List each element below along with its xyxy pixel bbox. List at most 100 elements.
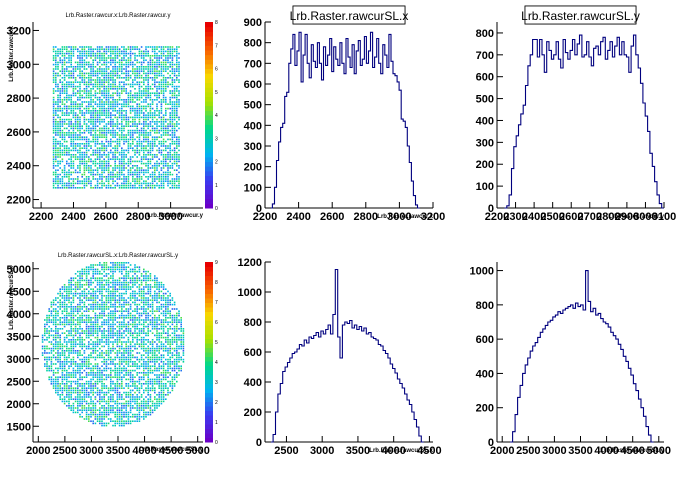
heatmap-cell [75, 277, 77, 279]
heatmap-cell [99, 299, 101, 301]
heatmap-cell [64, 136, 66, 138]
heatmap-cell [152, 101, 154, 103]
heatmap-cell [110, 84, 112, 86]
heatmap-cell [119, 317, 121, 319]
heatmap-cell [101, 46, 103, 48]
heatmap-cell [121, 381, 123, 383]
color-bar-segment [205, 110, 213, 115]
heatmap-cell [136, 147, 138, 149]
heatmap-cell [110, 97, 112, 99]
heatmap-cell [169, 62, 171, 64]
heatmap-cell [101, 365, 103, 367]
heatmap-cell [59, 321, 61, 323]
heatmap-cell [139, 130, 141, 132]
heatmap-cell [165, 77, 167, 79]
heatmap-cell [110, 405, 112, 407]
heatmap-cell [70, 396, 72, 398]
heatmap-cell [114, 136, 116, 138]
heatmap-cell [125, 308, 127, 310]
heatmap-cell [86, 390, 88, 392]
heatmap-cell [53, 112, 55, 114]
heatmap-cell [95, 396, 97, 398]
heatmap-cell [136, 106, 138, 108]
heatmap-cell [88, 90, 90, 92]
heatmap-cell [130, 163, 132, 165]
heatmap-cell [150, 57, 152, 59]
heatmap-cell [99, 147, 101, 149]
heatmap-cell [59, 337, 61, 339]
heatmap-cell [59, 348, 61, 350]
heatmap-cell [128, 79, 130, 81]
heatmap-cell [86, 288, 88, 290]
heatmap-cell [101, 178, 103, 180]
heatmap-cell [117, 280, 119, 282]
heatmap-cell [132, 108, 134, 110]
heatmap-cell [73, 297, 75, 299]
heatmap-cell [73, 280, 75, 282]
heatmap-cell [97, 418, 99, 420]
heatmap-cell [53, 90, 55, 92]
heatmap-cell [97, 416, 99, 418]
heatmap-cell [88, 293, 90, 295]
heatmap-cell [68, 280, 70, 282]
heatmap-cell [117, 150, 119, 152]
heatmap-cell [123, 425, 125, 427]
heatmap-cell [73, 92, 75, 94]
heatmap-cell [53, 108, 55, 110]
heatmap-cell [158, 141, 160, 143]
heatmap-cell [95, 383, 97, 385]
heatmap-cell [92, 176, 94, 178]
heatmap-cell [152, 46, 154, 48]
heatmap-cell [119, 48, 121, 50]
heatmap-cell [106, 75, 108, 77]
heatmap-cell [79, 70, 81, 72]
heatmap-cell [92, 119, 94, 121]
heatmap-cell [97, 374, 99, 376]
heatmap-cell [119, 372, 121, 374]
heatmap-cell [53, 317, 55, 319]
heatmap-cell [75, 123, 77, 125]
heatmap-cell [147, 143, 149, 145]
heatmap-cell [136, 136, 138, 138]
heatmap-cell [110, 266, 112, 268]
heatmap-cell [84, 59, 86, 61]
heatmap-cell [62, 77, 64, 79]
heatmap-cell [121, 103, 123, 105]
heatmap-cell [121, 269, 123, 271]
heatmap-cell [97, 169, 99, 171]
heatmap-cell [84, 315, 86, 317]
heatmap-cell [161, 64, 163, 66]
heatmap-cell [86, 346, 88, 348]
heatmap-cell [106, 110, 108, 112]
heatmap-cell [128, 48, 130, 50]
heatmap-cell [141, 112, 143, 114]
heatmap-cell [108, 343, 110, 345]
heatmap-cell [108, 187, 110, 189]
heatmap-cell [141, 163, 143, 165]
heatmap-cell [55, 176, 57, 178]
heatmap-cell [84, 330, 86, 332]
heatmap-cell [97, 180, 99, 182]
heatmap-cell [64, 368, 66, 370]
heatmap-cell [106, 62, 108, 64]
heatmap-cell [117, 99, 119, 101]
heatmap-cell [161, 103, 163, 105]
heatmap-cell [110, 352, 112, 354]
panel-3: Lrb.Raster.rawcur.y010020030040050060070… [476, 6, 677, 223]
heatmap-cell [130, 335, 132, 337]
heatmap-cell [139, 139, 141, 141]
heatmap-cell [51, 302, 53, 304]
heatmap-cell [139, 161, 141, 163]
heatmap-cell [90, 46, 92, 48]
heatmap-cell [77, 357, 79, 359]
heatmap-cell [81, 273, 83, 275]
heatmap-cell [123, 293, 125, 295]
heatmap-cell [66, 379, 68, 381]
heatmap-cell [106, 425, 108, 427]
heatmap-cell [139, 121, 141, 123]
heatmap-cell [92, 154, 94, 156]
heatmap-cell [141, 130, 143, 132]
heatmap-cell [66, 387, 68, 389]
heatmap-cell [165, 172, 167, 174]
heatmap-cell [147, 117, 149, 119]
